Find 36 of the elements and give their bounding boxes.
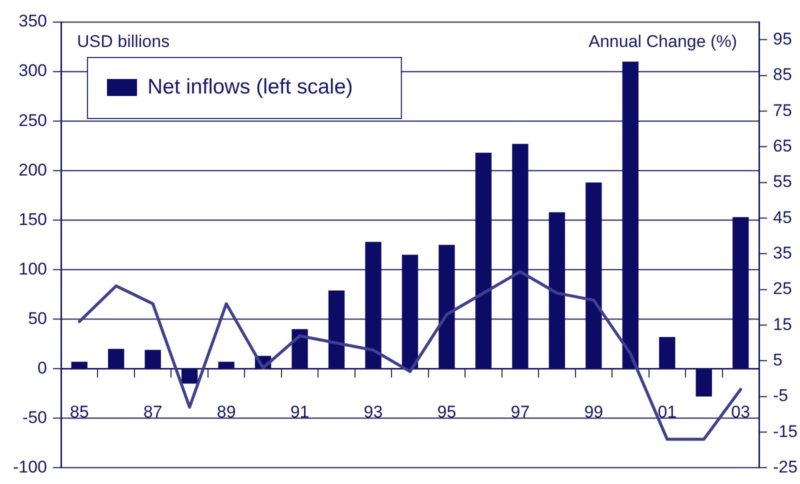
x-tick-label: 99 xyxy=(584,402,604,422)
y2-tick-label: 75 xyxy=(773,100,792,120)
y-tick-label: 0 xyxy=(38,358,47,378)
x-tick-label: 87 xyxy=(143,402,162,422)
y2-tick-label: 55 xyxy=(773,172,792,192)
y2-tick-label: 45 xyxy=(773,208,792,227)
y-tick-label: -100 xyxy=(12,457,47,476)
y2-tick-label: 85 xyxy=(773,65,792,84)
y-tick-label: 100 xyxy=(18,259,47,278)
y2-tick-label: 35 xyxy=(773,244,792,263)
y-tick-label: 150 xyxy=(18,210,47,229)
x-tick-label: 97 xyxy=(510,402,530,422)
x-tick-label: 85 xyxy=(70,402,89,422)
x-tick-label: 01 xyxy=(658,402,677,422)
y-axis-title: USD billions xyxy=(77,32,170,51)
y2-tick-label: 15 xyxy=(773,314,792,334)
y2-tick-label: -15 xyxy=(773,422,798,441)
x-tick-label: 91 xyxy=(290,402,310,422)
x-tick-label: 95 xyxy=(437,402,456,422)
y-tick-label: 250 xyxy=(18,110,47,130)
y2-tick-label: 95 xyxy=(773,30,792,49)
x-tick-label: 03 xyxy=(731,402,750,422)
y-tick-label: 200 xyxy=(18,160,47,180)
y-tick-label: 300 xyxy=(18,61,47,80)
legend-label: Net inflows (left scale) xyxy=(148,75,353,98)
x-tick-label: 93 xyxy=(364,402,383,422)
y-tick-label: 350 xyxy=(18,12,47,31)
x-tick-label: 89 xyxy=(216,402,236,422)
y2-tick-label: 5 xyxy=(773,350,782,370)
y2-axis-title: Annual Change (%) xyxy=(588,32,737,51)
y2-tick-label: 25 xyxy=(773,279,792,298)
y2-tick-label: 65 xyxy=(773,136,792,156)
y-tick-label: -50 xyxy=(22,408,47,427)
y2-tick-label: -25 xyxy=(773,457,798,476)
y2-tick-label: -5 xyxy=(773,386,788,406)
y-tick-label: 50 xyxy=(28,308,47,328)
